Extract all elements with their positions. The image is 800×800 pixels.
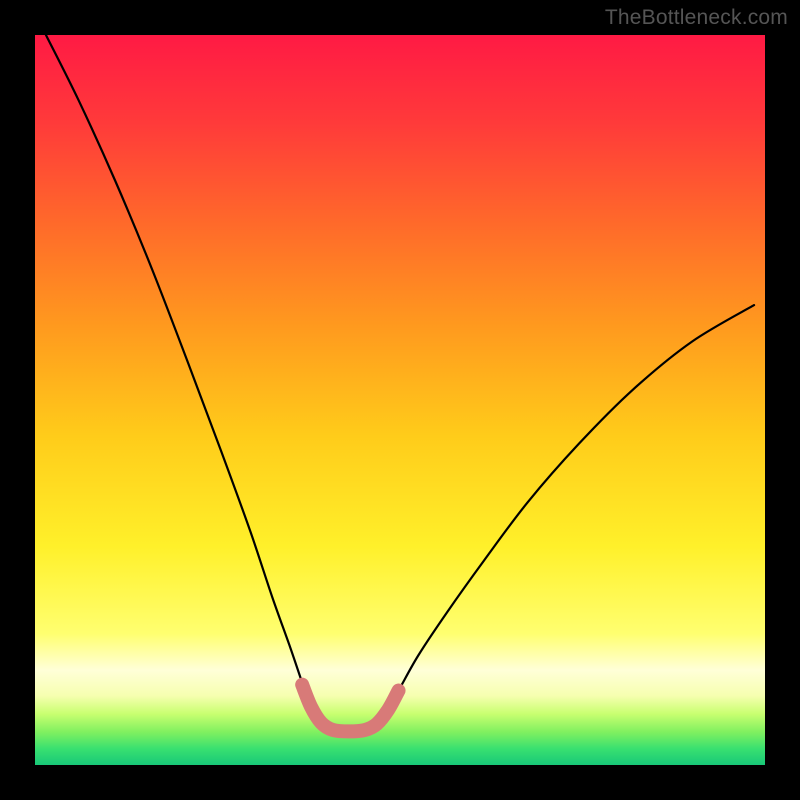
bottleneck-curve: [0, 0, 800, 800]
curve-valley-highlight: [302, 685, 398, 732]
watermark-text: TheBottleneck.com: [605, 6, 788, 30]
curve-left-branch: [46, 35, 321, 725]
curve-right-branch: [377, 305, 754, 725]
curve-group: [46, 35, 754, 732]
stage: TheBottleneck.com: [0, 0, 800, 800]
